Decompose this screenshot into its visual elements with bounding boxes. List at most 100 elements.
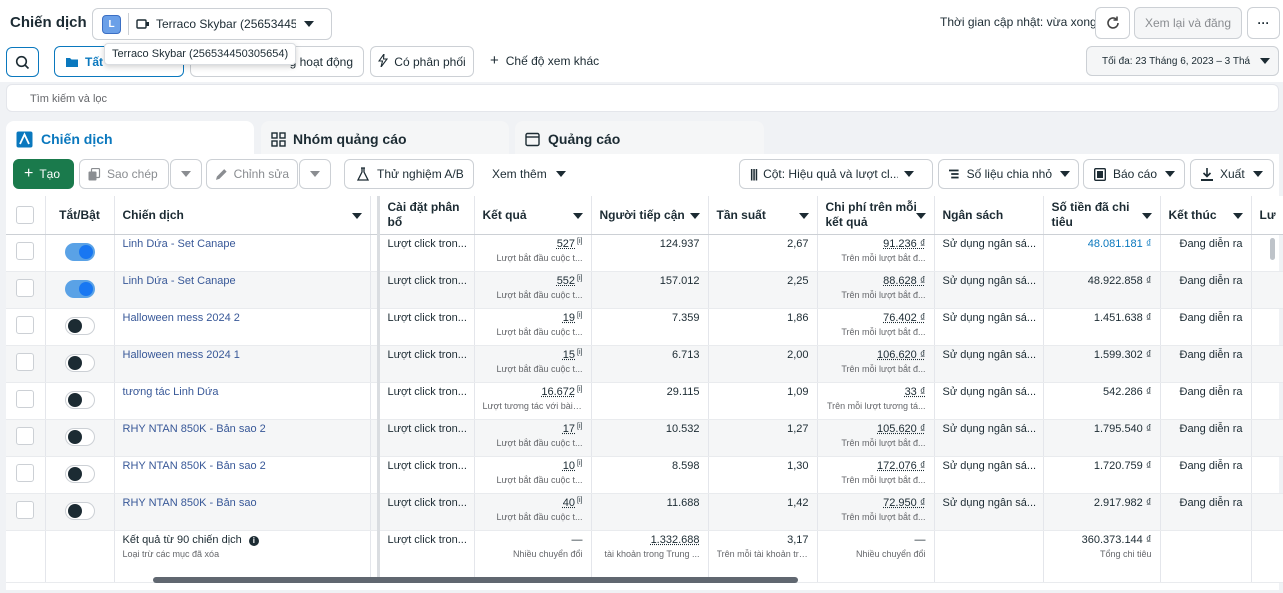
review-publish-button[interactable]: Xem lại và đăng <box>1134 7 1242 39</box>
breakdown-button[interactable]: Số liệu chia nhỏ <box>938 159 1079 189</box>
tab-label: Nhóm quảng cáo <box>293 131 407 147</box>
result-cell: 527 [i] Lượt bắt đầu cuộc t... <box>474 234 592 272</box>
campaign-name-link[interactable]: RHY NTAN 850K - Bản sao 2 <box>122 460 266 472</box>
column-header[interactable]: Lư <box>1251 196 1283 235</box>
campaign-toggle[interactable] <box>64 428 95 446</box>
toggle-knob <box>67 504 82 518</box>
result-value[interactable]: 552 <box>556 275 576 287</box>
view-mode-label: Chế độ xem khác <box>505 54 600 68</box>
campaign-toggle[interactable] <box>64 317 95 335</box>
column-header[interactable]: Chi phí trên mỗi kết quả <box>817 196 935 235</box>
sort-icon[interactable] <box>689 213 700 219</box>
campaign-name-link[interactable]: Halloween mess 2024 1 <box>122 349 240 361</box>
campaign-toggle[interactable] <box>64 243 95 261</box>
sort-icon[interactable] <box>798 213 809 219</box>
result-value[interactable]: 527 <box>556 238 576 250</box>
row-checkbox[interactable] <box>16 501 35 519</box>
column-header[interactable]: Kết quả <box>474 196 592 235</box>
row-checkbox[interactable] <box>16 464 35 482</box>
chevron-down-icon <box>555 171 566 177</box>
table-row[interactable]: Halloween mess 2024 1 Lượt click tron... 1… <box>6 345 1283 383</box>
table-row[interactable]: RHY NTAN 850K - Bản sao Lượt click tron..… <box>6 493 1283 531</box>
column-header[interactable]: Cài đặt phân bổ <box>378 196 475 235</box>
campaign-toggle[interactable] <box>64 280 95 298</box>
campaign-name-link[interactable]: Linh Dứa - Set Canape <box>122 238 236 250</box>
campaign-name-link[interactable]: Linh Dứa - Set Canape <box>122 275 236 287</box>
sort-icon[interactable] <box>572 213 583 219</box>
export-button[interactable]: Xuất <box>1190 159 1274 189</box>
info-icon[interactable]: i <box>248 536 259 546</box>
cpr-cell: 105.620 ₫ Trên mỗi lượt bắt đ... <box>817 419 935 457</box>
result-value[interactable]: 16.672 <box>541 386 576 398</box>
campaign-name-link[interactable]: RHY NTAN 850K - Bản sao 2 <box>122 423 266 435</box>
row-checkbox[interactable] <box>16 353 35 371</box>
result-value[interactable]: 19 <box>562 312 576 324</box>
row-checkbox[interactable] <box>16 279 35 297</box>
table-row[interactable]: tương tác Linh Dứa Lượt click tron... 16.6… <box>6 382 1283 420</box>
campaign-toggle[interactable] <box>64 465 95 483</box>
select-all-header[interactable] <box>6 196 46 235</box>
ab-test-button[interactable]: Thử nghiệm A/B <box>344 159 474 189</box>
result-value[interactable]: 40 <box>562 497 576 509</box>
create-button[interactable]: + Tạo <box>13 159 74 189</box>
tab-ad-sets[interactable]: Nhóm quảng cáo <box>261 121 509 157</box>
result-value[interactable]: 17 <box>562 423 576 435</box>
campaign-toggle[interactable] <box>64 502 95 520</box>
table-row[interactable]: RHY NTAN 850K - Bản sao 2 Lượt click tron… <box>6 419 1283 457</box>
view-mode-button[interactable]: + Chế độ xem khác <box>490 53 600 68</box>
columns-button[interactable]: ||| Cột: Hiệu quả và lượt cl... <box>739 159 933 189</box>
sort-icon[interactable] <box>1141 213 1152 219</box>
reports-button[interactable]: Báo cáo <box>1083 159 1185 189</box>
column-header[interactable]: Chiến dịch <box>114 196 371 235</box>
search-input[interactable]: Tìm kiếm và lọc <box>6 84 1279 112</box>
budget-cell: Sử dụng ngân sá... <box>934 456 1044 494</box>
vertical-scrollbar[interactable] <box>1270 238 1275 260</box>
see-more-button[interactable]: Xem thêm <box>492 167 566 181</box>
duplicate-button[interactable]: Sao chép <box>79 159 169 189</box>
table-row[interactable]: Linh Dứa - Set Canape Lượt click tron... 5… <box>6 234 1283 272</box>
campaign-toggle[interactable] <box>64 354 95 372</box>
table-row[interactable]: Linh Dứa - Set Canape Lượt click tron... 5… <box>6 271 1283 309</box>
sort-icon[interactable] <box>351 213 362 219</box>
column-header[interactable]: Người tiếp cận <box>591 196 709 235</box>
refresh-button[interactable] <box>1095 7 1130 39</box>
horizontal-scrollbar[interactable] <box>153 577 798 583</box>
column-header[interactable]: Tắt/Bật <box>45 196 115 235</box>
column-header[interactable]: Ngân sách <box>934 196 1044 235</box>
campaign-name-link[interactable]: RHY NTAN 850K - Bản sao <box>122 497 257 509</box>
row-checkbox[interactable] <box>16 390 35 408</box>
summary-budget <box>934 530 1044 583</box>
campaign-name-link[interactable]: tương tác Linh Dứa <box>122 386 219 398</box>
edit-dropdown[interactable] <box>299 159 331 189</box>
result-sub: Lượt bắt đầu cuộc t... <box>496 364 583 374</box>
account-selector[interactable]: L Terraco Skybar (256534450... <box>92 8 332 40</box>
campaign-name-link[interactable]: Halloween mess 2024 2 <box>122 312 240 324</box>
ad-sets-icon <box>271 131 286 147</box>
edit-button[interactable]: Chỉnh sửa <box>206 159 298 189</box>
table-row[interactable]: RHY NTAN 850K - Bản sao 2 Lượt click tron… <box>6 456 1283 494</box>
duplicate-dropdown[interactable] <box>170 159 202 189</box>
more-options-button[interactable]: ··· <box>1247 7 1280 39</box>
tab-campaigns[interactable]: Chiến dịch <box>6 121 254 157</box>
table-row[interactable]: Halloween mess 2024 2 Lượt click tron... 1… <box>6 308 1283 346</box>
tab-ads[interactable]: Quảng cáo <box>515 121 764 157</box>
sort-icon[interactable] <box>915 213 926 219</box>
column-header[interactable]: Tần suất <box>708 196 818 235</box>
select-all-checkbox[interactable] <box>16 206 35 224</box>
row-checkbox[interactable] <box>16 242 35 260</box>
cpr-value: 88.628 ₫ <box>883 275 926 287</box>
date-range-picker[interactable]: Tối đa: 23 Tháng 6, 2023 – 3 Thá <box>1086 46 1279 76</box>
row-checkbox[interactable] <box>16 316 35 334</box>
result-value[interactable]: 10 <box>562 460 576 472</box>
column-header[interactable]: Số tiền đã chi tiêu <box>1043 196 1161 235</box>
filter-delivery-button[interactable]: Có phân phối <box>370 46 474 77</box>
result-value[interactable]: 15 <box>562 349 576 361</box>
budget-cell: Sử dụng ngân sá... <box>934 345 1044 383</box>
sort-icon[interactable] <box>1232 213 1243 219</box>
column-header[interactable]: Kết thúc <box>1160 196 1252 235</box>
campaign-toggle[interactable] <box>64 391 95 409</box>
row-checkbox[interactable] <box>16 427 35 445</box>
search-button[interactable] <box>6 47 39 77</box>
export-label: Xuất <box>1220 167 1245 181</box>
column-header-label: Tần suất <box>716 208 766 222</box>
